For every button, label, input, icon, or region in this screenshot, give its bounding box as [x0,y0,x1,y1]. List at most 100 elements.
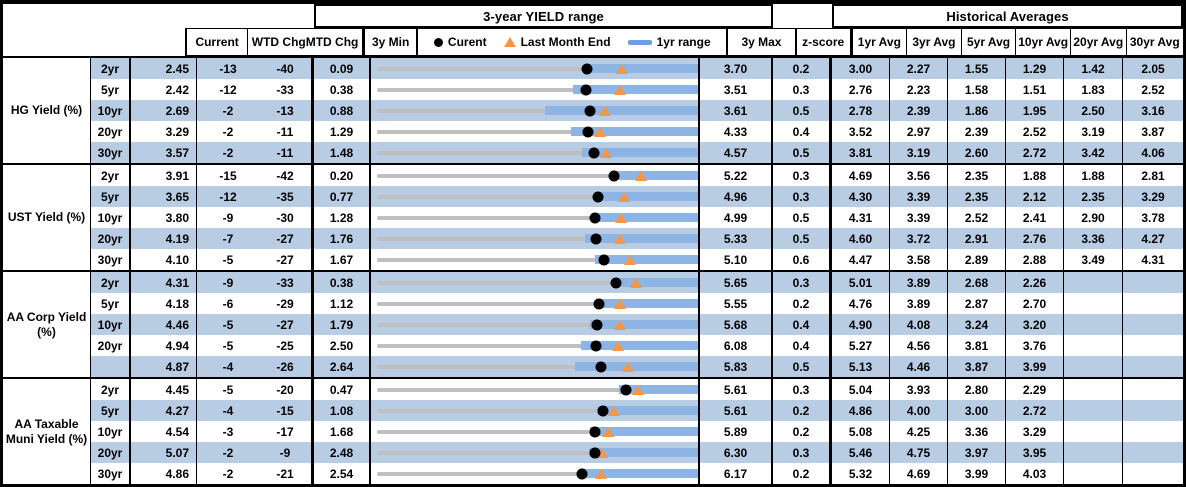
range-plot [377,79,698,100]
cell-avg-30yr [1123,293,1183,314]
table-row: 2yr 4.45 -5 -20 0.47 5.61 0.3 5.04 3.93 2.80 2.29 [91,379,1183,400]
current-marker [590,233,601,244]
cell-avg-3yr: 3.89 [890,293,948,314]
range-bar-1yr [596,299,698,308]
cell-avg-30yr: 3.29 [1141,189,1165,204]
cell-avg-1yr: 5.01 [832,272,890,293]
cell-avg-1yr: 4.30 [832,186,890,207]
cell-avg-30yr: 4.31 [1141,252,1165,267]
range-line-3y [377,108,696,113]
cell-avg-3yr: 3.19 [890,142,948,163]
range-chart-cell [371,463,700,484]
tenor-label: 2yr [91,165,131,186]
cell-wtd-chg: -7 [222,231,234,246]
range-chart-cell [371,165,700,186]
range-chart-cell [371,314,700,335]
range-plot [377,207,698,228]
cell-3y-min: 1.28 [314,207,371,228]
cell-z-score: 0.6 [773,249,832,270]
cell-avg-10yr: 1.88 [1006,165,1064,186]
table-row: 30yr 4.10 -5 -27 1.67 5.10 0.6 4.47 3.58 2.89 2.88… [91,249,1183,270]
cell-z-score: 0.4 [773,121,832,142]
range-line-3y [377,471,696,476]
column-header-z-score: z-score [796,28,853,56]
table-row: 2yr 4.31 -9 -33 0.38 5.65 0.3 5.01 3.89 2.68 2.26 [91,272,1183,293]
current-marker [582,126,594,137]
range-plot [377,421,698,442]
cell-avg-10yr: 3.99 [1006,356,1064,377]
cell-z-score: 0.3 [773,442,832,463]
cell-avg-5yr: 3.00 [948,400,1006,421]
range-bar-1yr [596,192,698,201]
cell-avg-10yr: 2.88 [1006,249,1064,270]
cell-current: 4.87 [131,356,197,377]
cell-3y-max: 3.61 [700,100,773,121]
cell-3y-min: 1.12 [314,293,371,314]
range-plot [377,335,698,356]
current-marker [581,63,593,74]
cell-avg-3yr: 2.97 [890,121,948,142]
range-plot [377,58,698,79]
range-line-3y [377,129,696,134]
range-bar-1yr [596,406,698,415]
group-label: UST Yield (%) [3,165,91,270]
cell-3y-min: 0.38 [314,79,371,100]
cell-wtd-chg: -2 [222,124,234,139]
cell-wtd-chg: -2 [222,466,234,481]
cell-avg-10yr: 2.72 [1006,400,1064,421]
last-month-end-marker [596,447,609,458]
column-header-10yr-avg: 10yr Avg [1016,28,1071,56]
cell-avg-1yr: 2.76 [832,79,890,100]
range-chart-cell [371,79,700,100]
cell-avg-5yr: 2.91 [948,228,1006,249]
legend-current-label: Curent [447,35,487,49]
cell-wtd-chg: -4 [222,403,234,418]
cell-3y-max: 5.55 [700,293,773,314]
last-month-end-marker [594,468,607,479]
cell-avg-3yr: 4.56 [890,335,948,356]
cell-mtd-chg: -25 [259,335,314,356]
last-month-end-marker [593,126,606,137]
cell-avg-1yr: 4.90 [832,314,890,335]
cell-avg-3yr: 4.75 [890,442,948,463]
cell-avg-10yr: 2.76 [1006,228,1064,249]
cell-3y-max: 5.61 [700,400,773,421]
table-row: 5yr 4.27 -4 -15 1.08 5.61 0.2 4.86 4.00 3.00 2.72 [91,400,1183,421]
range-bar-1yr [581,148,698,157]
current-marker [589,426,601,437]
cell-z-score: 0.5 [773,207,832,228]
cell-current: 2.69 [131,100,197,121]
cell-wtd-chg: -2 [222,145,234,160]
cell-mtd-chg: -27 [259,314,314,335]
last-month-end-marker [607,405,620,416]
cell-3y-max: 3.70 [700,58,773,79]
cell-avg-10yr: 2.70 [1006,293,1064,314]
cell-mtd-chg: -26 [259,356,314,377]
cell-wtd-chg: -13 [219,61,237,76]
table-row: 5yr 4.18 -6 -29 1.12 5.55 0.2 4.76 3.89 2.87 2.70 [91,293,1183,314]
tenor-label: 5yr [91,79,131,100]
range-bar-1yr [585,64,698,73]
cell-wtd-chg: -5 [222,382,234,397]
range-bar-1yr [589,320,698,329]
cell-avg-1yr: 3.52 [832,121,890,142]
table-row: 10yr 2.69 -2 -13 0.88 3.61 0.5 2.78 2.39 1.86 1.95… [91,100,1183,121]
cell-avg-3yr: 4.69 [890,463,948,484]
table-row: 10yr 4.54 -3 -17 1.68 5.89 0.2 5.08 4.25 3.36 3.29 [91,421,1183,442]
range-line-3y [377,257,696,262]
last-month-end-marker [602,426,615,437]
cell-3y-min: 0.20 [314,165,371,186]
cell-avg-1yr: 5.04 [832,379,890,400]
current-marker [620,384,632,395]
range-line-3y [377,194,696,199]
last-month-end-marker [599,147,612,158]
range-chart-cell [371,421,700,442]
range-bar-1yr [580,341,698,350]
cell-z-score: 0.3 [773,272,832,293]
cell-avg-1yr: 5.32 [832,463,890,484]
range-chart-cell [371,100,700,121]
cell-avg-1yr: 5.27 [832,335,890,356]
cell-3y-min: 0.09 [314,58,371,79]
range-chart-title: 3-year YIELD range [314,4,773,28]
table-row: 10yr 4.46 -5 -27 1.79 5.68 0.4 4.90 4.08 3.24 3.20 [91,314,1183,335]
